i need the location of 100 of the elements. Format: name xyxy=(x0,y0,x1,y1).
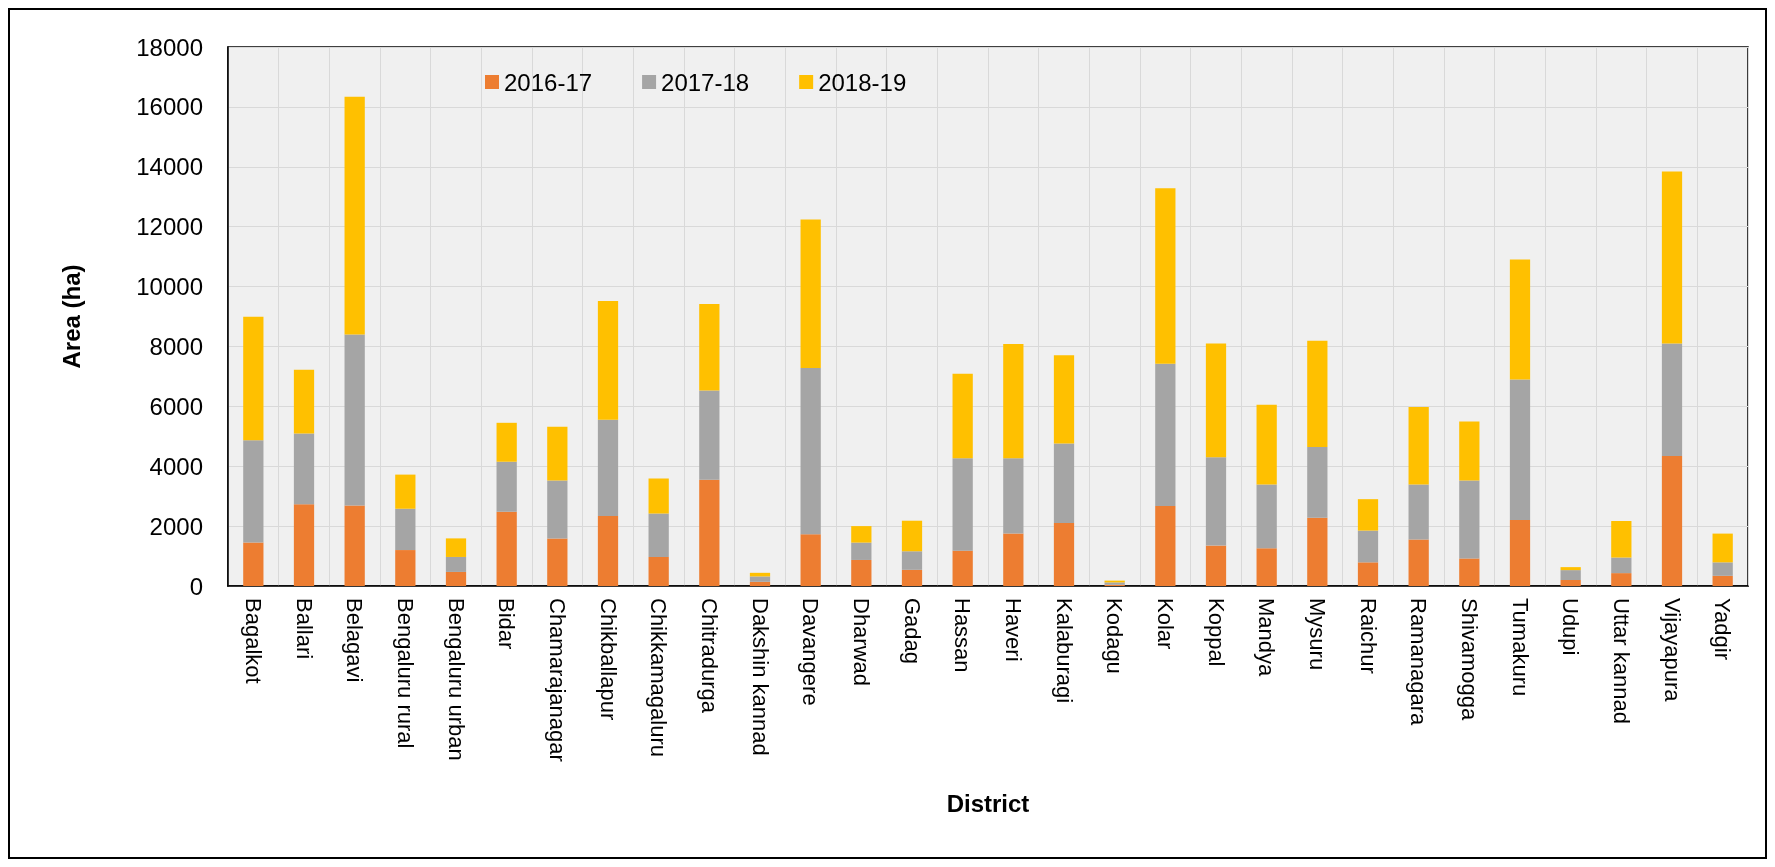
bar xyxy=(1307,517,1328,586)
bar xyxy=(293,369,315,434)
x-tick-label: Mysuru xyxy=(1304,598,1330,671)
bar xyxy=(1712,562,1733,576)
y-tick-label: 16000 xyxy=(136,93,203,121)
bar xyxy=(1712,575,1733,586)
bar xyxy=(597,419,619,516)
bar xyxy=(1155,188,1176,364)
bar xyxy=(1003,344,1024,459)
x-tick-label: Bengaluru rural xyxy=(392,598,418,749)
bar xyxy=(648,478,669,514)
x-axis-title: District xyxy=(946,789,1030,817)
bar xyxy=(445,571,467,586)
bar xyxy=(1459,480,1480,559)
bar xyxy=(800,534,821,586)
bar xyxy=(749,581,771,586)
bar xyxy=(1357,530,1379,563)
bar xyxy=(851,559,872,586)
bar xyxy=(597,300,619,420)
bar xyxy=(1357,562,1379,586)
x-tick-label: Hassan xyxy=(950,598,976,673)
legend-label: 2017-18 xyxy=(661,68,750,96)
bar xyxy=(496,422,517,462)
bar xyxy=(547,538,568,586)
bar xyxy=(243,542,264,586)
bar xyxy=(1661,456,1683,586)
bar xyxy=(1003,533,1024,586)
x-tick-label: Dakshin kannad xyxy=(747,598,773,756)
x-tick-label: Chikkamagaluru xyxy=(646,598,672,757)
bar xyxy=(395,474,416,509)
bar xyxy=(293,433,315,505)
bar xyxy=(1509,379,1531,521)
bar xyxy=(699,390,720,480)
x-tick-label: Dharwad xyxy=(848,598,874,687)
bar xyxy=(344,334,365,506)
y-tick-label: 8000 xyxy=(149,332,203,360)
bar xyxy=(1357,499,1379,531)
bar xyxy=(1053,443,1075,524)
y-tick-label: 12000 xyxy=(136,213,203,241)
legend-label: 2018-19 xyxy=(818,68,907,96)
bar xyxy=(1408,406,1429,485)
bar xyxy=(496,461,517,512)
bar xyxy=(699,303,720,391)
bar xyxy=(800,368,821,535)
bar xyxy=(344,96,365,335)
x-tick-label: Bengaluru urban xyxy=(443,598,469,761)
x-tick-label: Haveri xyxy=(1000,598,1026,662)
bar xyxy=(1205,457,1227,546)
bar xyxy=(648,513,669,557)
bar xyxy=(1408,484,1429,540)
bar xyxy=(1560,580,1581,586)
bar xyxy=(395,550,416,586)
bar xyxy=(1509,259,1531,380)
y-tick-label: 2000 xyxy=(149,512,203,540)
bar xyxy=(1712,533,1733,563)
x-tick-label: Chitradurga xyxy=(696,598,722,714)
bar xyxy=(1053,523,1075,586)
bar xyxy=(851,526,872,543)
bar xyxy=(901,520,923,552)
x-tick-label: Kolar xyxy=(1152,598,1178,650)
bar xyxy=(1256,404,1277,485)
y-tick-label: 6000 xyxy=(149,392,203,420)
bar xyxy=(344,505,365,586)
bar xyxy=(1611,521,1632,558)
bar xyxy=(597,515,619,586)
bar xyxy=(800,219,821,368)
bar xyxy=(699,479,720,586)
x-tick-label: Uttar kannad xyxy=(1608,598,1634,724)
bar xyxy=(1205,343,1227,458)
bar xyxy=(1003,458,1024,534)
x-tick-label: Bidar xyxy=(494,598,520,650)
y-tick-label: 18000 xyxy=(136,33,203,61)
bar xyxy=(1661,171,1683,344)
x-tick-label: Kodagu xyxy=(1102,598,1128,674)
bar xyxy=(1408,539,1429,586)
x-tick-label: Mandya xyxy=(1254,598,1280,678)
x-tick-label: Koppal xyxy=(1203,598,1229,667)
bar xyxy=(901,569,923,586)
bar xyxy=(1560,567,1581,571)
x-tick-label: Kalaburagi xyxy=(1051,598,1077,704)
x-tick-label: Gadag xyxy=(899,598,925,665)
bar xyxy=(1459,421,1480,481)
bar xyxy=(243,316,264,441)
x-tick-label: Yadgir xyxy=(1710,598,1736,660)
bar xyxy=(1307,447,1328,518)
bar xyxy=(952,550,973,586)
bar xyxy=(445,538,467,557)
x-tick-label: Udupi xyxy=(1558,598,1584,656)
x-tick-label: Belagavi xyxy=(342,598,368,683)
x-tick-label: Ramanagara xyxy=(1406,598,1432,726)
bar xyxy=(1611,573,1632,586)
bar xyxy=(952,458,973,551)
x-tick-label: Chamarajanagar xyxy=(544,598,570,762)
y-tick-label: 10000 xyxy=(136,273,203,301)
bar xyxy=(1611,557,1632,574)
bar xyxy=(1205,545,1227,586)
x-tick-label: Davangere xyxy=(798,598,824,706)
legend-label: 2016-17 xyxy=(504,68,593,96)
bar xyxy=(1256,484,1277,549)
bar xyxy=(496,511,517,586)
